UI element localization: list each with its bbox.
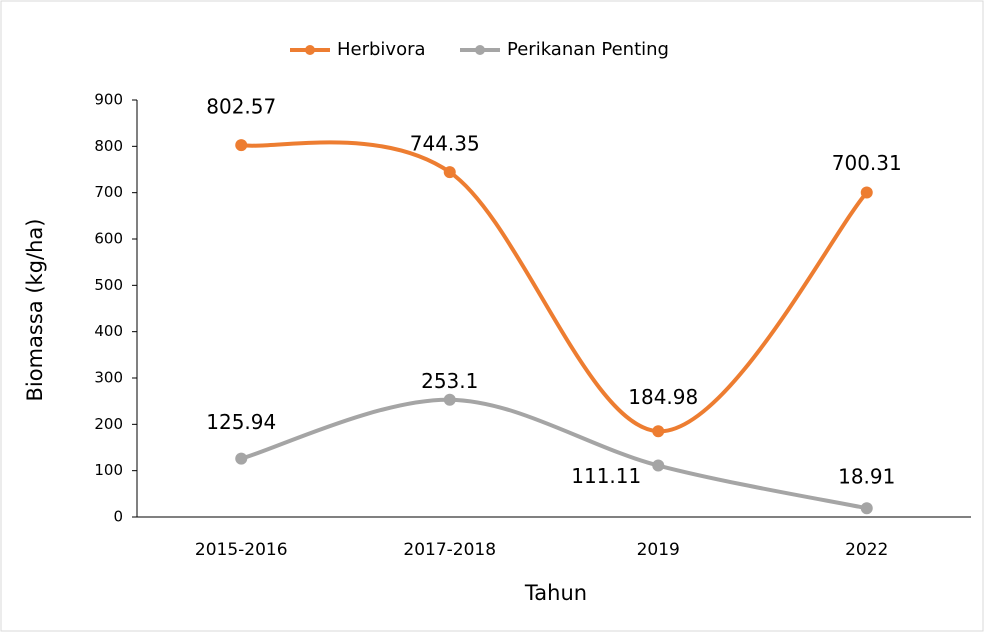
- data-label: 111.11: [571, 464, 641, 488]
- y-tick-label: 500: [94, 276, 123, 294]
- y-tick-label: 100: [94, 461, 123, 479]
- y-tick-label: 400: [94, 322, 123, 340]
- data-label: 802.57: [206, 95, 276, 119]
- data-label: 253.1: [421, 369, 478, 393]
- x-axis-title: Tahun: [524, 581, 587, 605]
- y-tick-label: 300: [94, 369, 123, 387]
- y-tick-label: 900: [94, 91, 123, 109]
- data-point: [652, 425, 665, 438]
- series-line: [239, 397, 869, 511]
- legend-marker: [475, 45, 485, 55]
- data-point: [235, 452, 248, 465]
- y-tick-label: 700: [94, 183, 123, 201]
- x-tick-label: 2022: [845, 540, 888, 560]
- data-point: [652, 459, 665, 472]
- x-tick-label: 2015-2016: [195, 540, 288, 560]
- data-label: 18.91: [838, 465, 895, 489]
- legend-label: Perikanan Penting: [507, 39, 669, 60]
- y-tick-label: 200: [94, 415, 123, 433]
- data-label: 125.94: [206, 410, 276, 434]
- data-point: [860, 186, 873, 199]
- y-tick-label: 800: [94, 137, 123, 155]
- y-tick-label: 600: [94, 230, 123, 248]
- legend-label: Herbivora: [337, 39, 426, 60]
- data-label: 700.31: [832, 151, 902, 175]
- data-point: [443, 166, 456, 179]
- data-label: 184.98: [628, 385, 698, 409]
- data-point: [860, 502, 873, 515]
- legend-marker: [305, 45, 315, 55]
- y-axis-title: Biomassa (kg/ha): [23, 219, 47, 402]
- data-label: 744.35: [410, 132, 480, 156]
- x-tick-label: 2017-2018: [403, 540, 496, 560]
- data-point: [235, 139, 248, 152]
- data-point: [443, 393, 456, 406]
- series-line: [239, 140, 869, 434]
- x-tick-label: 2019: [637, 540, 680, 560]
- y-tick-label: 0: [113, 508, 123, 526]
